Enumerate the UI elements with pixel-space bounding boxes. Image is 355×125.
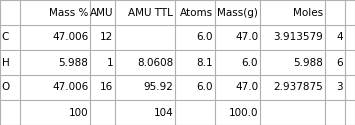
Text: 2.937875: 2.937875	[273, 82, 323, 92]
Text: 95.92: 95.92	[143, 82, 173, 92]
Text: 16: 16	[100, 82, 113, 92]
Text: 5.988: 5.988	[58, 58, 88, 68]
Text: 47.0: 47.0	[235, 82, 258, 92]
Text: 47.006: 47.006	[52, 32, 88, 42]
Text: AMU TTL: AMU TTL	[129, 8, 173, 18]
Text: 47.006: 47.006	[52, 82, 88, 92]
Text: Atoms: Atoms	[180, 8, 213, 18]
Text: 100: 100	[69, 108, 88, 118]
Text: 3: 3	[337, 82, 343, 92]
Text: 104: 104	[153, 108, 173, 118]
Text: Moles: Moles	[293, 8, 323, 18]
Text: 6: 6	[337, 58, 343, 68]
Text: O: O	[2, 82, 10, 92]
Text: 4: 4	[337, 32, 343, 42]
Text: Mass(g): Mass(g)	[217, 8, 258, 18]
Text: 6.0: 6.0	[197, 32, 213, 42]
Text: H: H	[2, 58, 10, 68]
Text: 12: 12	[100, 32, 113, 42]
Text: C: C	[2, 32, 9, 42]
Text: 8.1: 8.1	[197, 58, 213, 68]
Text: 3.913579: 3.913579	[273, 32, 323, 42]
Text: 6.0: 6.0	[197, 82, 213, 92]
Text: Mass %: Mass %	[49, 8, 88, 18]
Text: 5.988: 5.988	[293, 58, 323, 68]
Text: AMU: AMU	[90, 8, 113, 18]
Text: 47.0: 47.0	[235, 32, 258, 42]
Text: 6.0: 6.0	[242, 58, 258, 68]
Text: 1: 1	[106, 58, 113, 68]
Text: 8.0608: 8.0608	[137, 58, 173, 68]
Text: 100.0: 100.0	[229, 108, 258, 118]
